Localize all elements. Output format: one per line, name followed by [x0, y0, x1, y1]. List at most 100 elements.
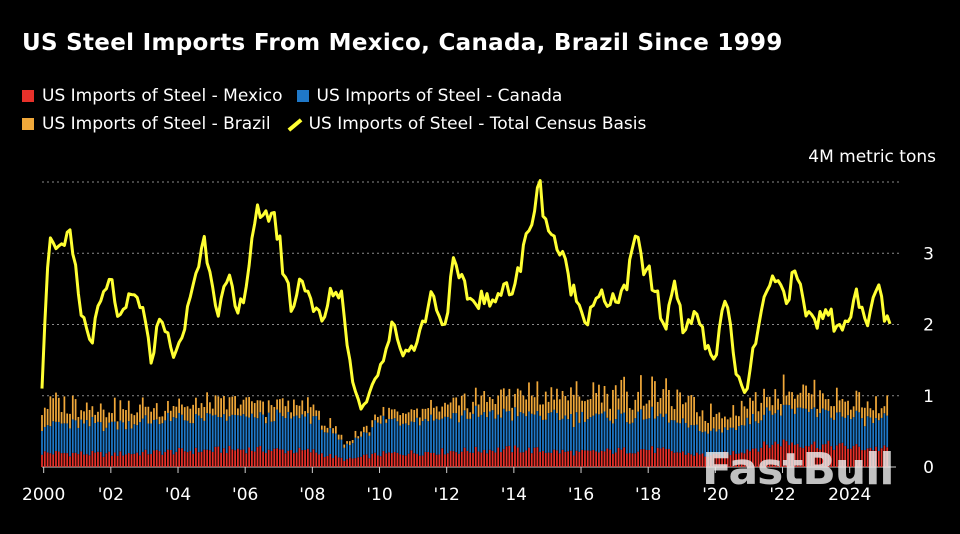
bar-canada	[844, 417, 847, 446]
bar-mexico	[161, 454, 164, 467]
bar-brazil	[648, 400, 651, 419]
bar-brazil	[382, 406, 385, 416]
bar-mexico	[452, 451, 455, 467]
bar-canada	[60, 423, 63, 454]
bar-mexico	[438, 454, 441, 467]
bar-brazil	[337, 434, 340, 440]
bar-mexico	[617, 447, 620, 467]
bar-brazil	[452, 397, 455, 414]
bar-mexico	[883, 445, 886, 467]
bar-brazil	[866, 401, 869, 417]
bar-brazil	[793, 398, 796, 414]
bar-canada	[281, 416, 284, 450]
bar-mexico	[474, 446, 477, 467]
legend-label-mexico: US Imports of Steel - Mexico	[42, 86, 283, 106]
bar-mexico	[785, 441, 788, 467]
bar-brazil	[113, 397, 116, 422]
bar-canada	[827, 410, 830, 441]
bar-canada	[206, 413, 208, 450]
bar-canada	[866, 416, 869, 449]
bar-canada	[332, 433, 334, 459]
bar-brazil	[125, 410, 127, 430]
bar-mexico	[721, 457, 723, 467]
bar-mexico	[849, 448, 852, 467]
bar-canada	[612, 423, 614, 454]
bar-mexico	[679, 452, 681, 467]
bar-brazil	[852, 406, 855, 418]
bar-mexico	[225, 453, 228, 467]
bar-canada	[779, 415, 782, 447]
bar-brazil	[172, 406, 175, 418]
bar-mexico	[743, 453, 746, 467]
bar-mexico	[645, 449, 648, 467]
bar-mexico	[97, 451, 99, 467]
bar-canada	[217, 416, 220, 447]
bar-canada	[371, 427, 374, 454]
bar-canada	[430, 414, 432, 453]
bar-mexico	[516, 447, 519, 467]
bar-canada	[49, 426, 52, 454]
bar-canada	[553, 409, 556, 450]
bar-mexico	[799, 447, 802, 467]
bar-brazil	[178, 398, 181, 413]
line-total-census	[40, 179, 892, 411]
bar-mexico	[659, 448, 662, 467]
bar-brazil	[774, 389, 777, 414]
bar-brazil	[488, 397, 491, 412]
bar-brazil	[861, 407, 863, 419]
bar-canada	[875, 418, 877, 447]
bar-brazil	[60, 412, 63, 424]
bar-mexico	[340, 457, 343, 467]
bar-canada	[679, 423, 681, 453]
bar-mexico	[763, 441, 765, 467]
bar-mexico	[774, 441, 777, 467]
bar-canada	[432, 420, 435, 453]
bar-mexico	[284, 453, 287, 467]
bar-brazil	[46, 408, 49, 426]
bar-mexico	[760, 447, 763, 467]
bar-brazil	[530, 395, 533, 414]
bar-mexico	[281, 449, 284, 467]
bar-mexico	[295, 452, 298, 467]
bar-canada	[626, 422, 628, 454]
bar-canada	[777, 409, 779, 444]
bar-canada	[321, 429, 323, 454]
bar-brazil	[542, 404, 544, 420]
bar-canada	[684, 422, 687, 455]
bar-brazil	[684, 402, 687, 423]
bar-brazil	[777, 398, 779, 410]
bar-brazil	[558, 399, 561, 421]
bar-mexico	[458, 453, 460, 467]
bar-brazil	[833, 406, 835, 420]
bar-brazil	[245, 397, 248, 417]
bar-mexico	[228, 445, 231, 467]
bar-canada	[637, 411, 639, 452]
bar-mexico	[418, 455, 421, 467]
bar-brazil	[427, 408, 430, 422]
bar-canada	[463, 410, 466, 448]
bar-brazil	[385, 419, 388, 423]
bar-canada	[318, 419, 320, 455]
bar-brazil	[707, 422, 709, 434]
bar-brazil	[595, 393, 598, 414]
bar-brazil	[57, 397, 60, 422]
bar-mexico	[696, 452, 698, 467]
bar-canada	[631, 422, 634, 454]
bar-brazil	[298, 405, 301, 419]
bar-mexico	[186, 452, 189, 467]
bar-canada	[139, 422, 141, 456]
bar-mexico	[726, 453, 729, 467]
bar-brazil	[693, 397, 695, 426]
bar-mexico	[259, 445, 262, 467]
bar-canada	[883, 413, 886, 446]
bar-canada	[237, 415, 239, 449]
bar-canada	[788, 405, 791, 446]
bar-mexico	[539, 451, 542, 467]
bar-mexico	[206, 449, 208, 467]
bar-canada	[77, 427, 80, 455]
bar-canada	[550, 412, 553, 453]
bar-brazil	[519, 390, 522, 413]
bar-mexico	[810, 444, 813, 467]
bar-canada	[656, 416, 659, 448]
legend-item-mexico: US Imports of Steel - Mexico	[22, 86, 283, 106]
